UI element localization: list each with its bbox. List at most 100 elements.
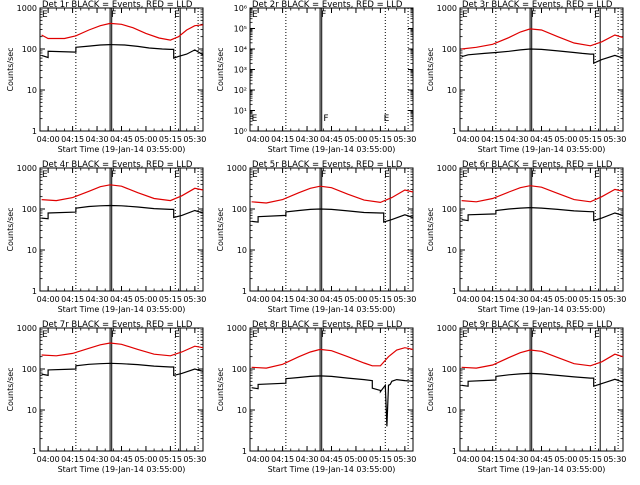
x-tick-label: 04:15 bbox=[481, 455, 504, 464]
x-tick-label: 04:00 bbox=[457, 135, 480, 144]
y-tick-label: 100 bbox=[442, 365, 457, 374]
panel-title: Det 9r BLACK = Events, RED = LLD bbox=[462, 320, 613, 330]
y-tick-label: 100 bbox=[22, 45, 37, 54]
y-tick-label: 10 bbox=[447, 86, 457, 95]
y-axis-label: Counts/sec bbox=[6, 207, 15, 251]
x-axis-label: Start Time (19-Jan-14 03:55:00) bbox=[478, 465, 606, 474]
events-series-line bbox=[251, 375, 414, 427]
y-tick-label: 100 bbox=[232, 365, 247, 374]
marker-e-late: E bbox=[174, 170, 180, 180]
y-tick-label: 10 bbox=[27, 406, 37, 415]
x-tick-label: 05:00 bbox=[344, 135, 367, 144]
y-axis-label: Counts/sec bbox=[216, 207, 225, 251]
y-axis-label: Counts/sec bbox=[426, 207, 435, 251]
x-tick-label: 04:45 bbox=[320, 135, 343, 144]
y-tick-label: 1 bbox=[32, 127, 37, 136]
marker-e-late: E bbox=[594, 170, 600, 180]
panel-title: Det 5r BLACK = Events, RED = LLD bbox=[252, 160, 403, 170]
y-tick-label: 1000 bbox=[227, 324, 247, 333]
y-tick-label: 1 bbox=[452, 447, 457, 456]
marker-e: E bbox=[462, 10, 468, 20]
x-axis-label: Start Time (19-Jan-14 03:55:00) bbox=[58, 305, 186, 314]
marker-e-late: E bbox=[174, 10, 180, 20]
x-tick-label: 04:15 bbox=[271, 135, 294, 144]
x-tick-label: 05:30 bbox=[393, 295, 416, 304]
y-tick-label: 10 bbox=[237, 406, 247, 415]
y-tick-label: 10⁶ bbox=[234, 4, 247, 13]
panel-det-9r: Det 9r BLACK = Events, RED = LLD 1 10 100 10… bbox=[426, 320, 626, 474]
marker-e-late: E bbox=[594, 10, 600, 20]
x-tick-label: 05:15 bbox=[159, 135, 182, 144]
x-tick-label: 05:30 bbox=[183, 295, 206, 304]
x-tick-label: 04:00 bbox=[37, 135, 60, 144]
x-tick-label: 04:00 bbox=[247, 135, 270, 144]
y-tick-label: 1000 bbox=[437, 324, 457, 333]
x-tick-label: 05:00 bbox=[554, 295, 577, 304]
x-tick-label: 04:45 bbox=[530, 455, 553, 464]
events-series-line bbox=[41, 362, 204, 377]
events-series-line bbox=[41, 43, 204, 59]
marker-e: E bbox=[42, 10, 48, 20]
marker-f: F bbox=[531, 330, 536, 340]
x-tick-label: 05:30 bbox=[393, 135, 416, 144]
lld-series-line bbox=[461, 185, 624, 203]
y-tick-label: 10⁰ bbox=[234, 127, 247, 136]
plot-frame bbox=[249, 167, 414, 292]
plot-frame bbox=[459, 167, 624, 292]
events-series-line bbox=[461, 48, 624, 65]
y-tick-label: 10 bbox=[237, 246, 247, 255]
x-tick-label: 04:45 bbox=[320, 295, 343, 304]
marker-e: E bbox=[252, 170, 258, 180]
y-axis-label: Counts/sec bbox=[6, 367, 15, 411]
low-marker-f: F bbox=[323, 114, 328, 124]
y-tick-label: 1000 bbox=[17, 324, 37, 333]
panel-det-5r: Det 5r BLACK = Events, RED = LLD 1 10 100 10… bbox=[216, 160, 416, 314]
plot-frame bbox=[39, 327, 204, 452]
y-tick-label: 1 bbox=[242, 447, 247, 456]
x-tick-label: 04:15 bbox=[61, 455, 84, 464]
marker-e: E bbox=[462, 330, 468, 340]
marker-f: F bbox=[111, 330, 116, 340]
x-tick-label: 04:15 bbox=[271, 295, 294, 304]
marker-f: F bbox=[531, 10, 536, 20]
marker-e: E bbox=[42, 170, 48, 180]
events-series-line bbox=[461, 206, 624, 222]
x-tick-label: 05:30 bbox=[183, 455, 206, 464]
low-marker-e: E bbox=[384, 114, 390, 124]
x-tick-label: 05:30 bbox=[603, 135, 626, 144]
y-axis-label: Counts/sec bbox=[426, 367, 435, 411]
y-tick-label: 100 bbox=[22, 365, 37, 374]
events-series-line bbox=[41, 204, 204, 220]
marker-f: F bbox=[321, 170, 326, 180]
x-axis-label: Start Time (19-Jan-14 03:55:00) bbox=[268, 145, 396, 154]
panel-title: Det 8r BLACK = Events, RED = LLD bbox=[252, 320, 403, 330]
x-tick-label: 05:00 bbox=[554, 135, 577, 144]
y-tick-label: 10⁴ bbox=[234, 45, 247, 54]
marker-e-late: E bbox=[384, 170, 390, 180]
panel-title: Det 2r BLACK = Events, RED = LLD bbox=[252, 0, 403, 10]
x-tick-label: 05:15 bbox=[579, 295, 602, 304]
x-tick-label: 04:00 bbox=[37, 455, 60, 464]
marker-f: F bbox=[321, 10, 326, 20]
y-tick-label: 1000 bbox=[17, 4, 37, 13]
lld-series-line bbox=[41, 184, 204, 202]
x-axis-label: Start Time (19-Jan-14 03:55:00) bbox=[478, 145, 606, 154]
x-tick-label: 04:30 bbox=[296, 135, 319, 144]
x-tick-label: 04:45 bbox=[320, 455, 343, 464]
x-tick-label: 05:30 bbox=[183, 135, 206, 144]
x-tick-label: 05:15 bbox=[369, 135, 392, 144]
x-tick-label: 05:15 bbox=[159, 455, 182, 464]
x-tick-label: 04:45 bbox=[530, 295, 553, 304]
x-tick-label: 05:00 bbox=[134, 455, 157, 464]
x-tick-label: 04:15 bbox=[481, 135, 504, 144]
x-tick-label: 05:15 bbox=[369, 455, 392, 464]
y-tick-label: 10² bbox=[234, 86, 247, 95]
lld-series-line bbox=[461, 28, 624, 50]
y-tick-label: 100 bbox=[232, 205, 247, 214]
y-tick-label: 100 bbox=[442, 205, 457, 214]
x-tick-label: 04:00 bbox=[247, 455, 270, 464]
x-tick-label: 05:00 bbox=[344, 455, 367, 464]
plot-frame bbox=[459, 7, 624, 132]
lld-series-line bbox=[41, 22, 204, 41]
